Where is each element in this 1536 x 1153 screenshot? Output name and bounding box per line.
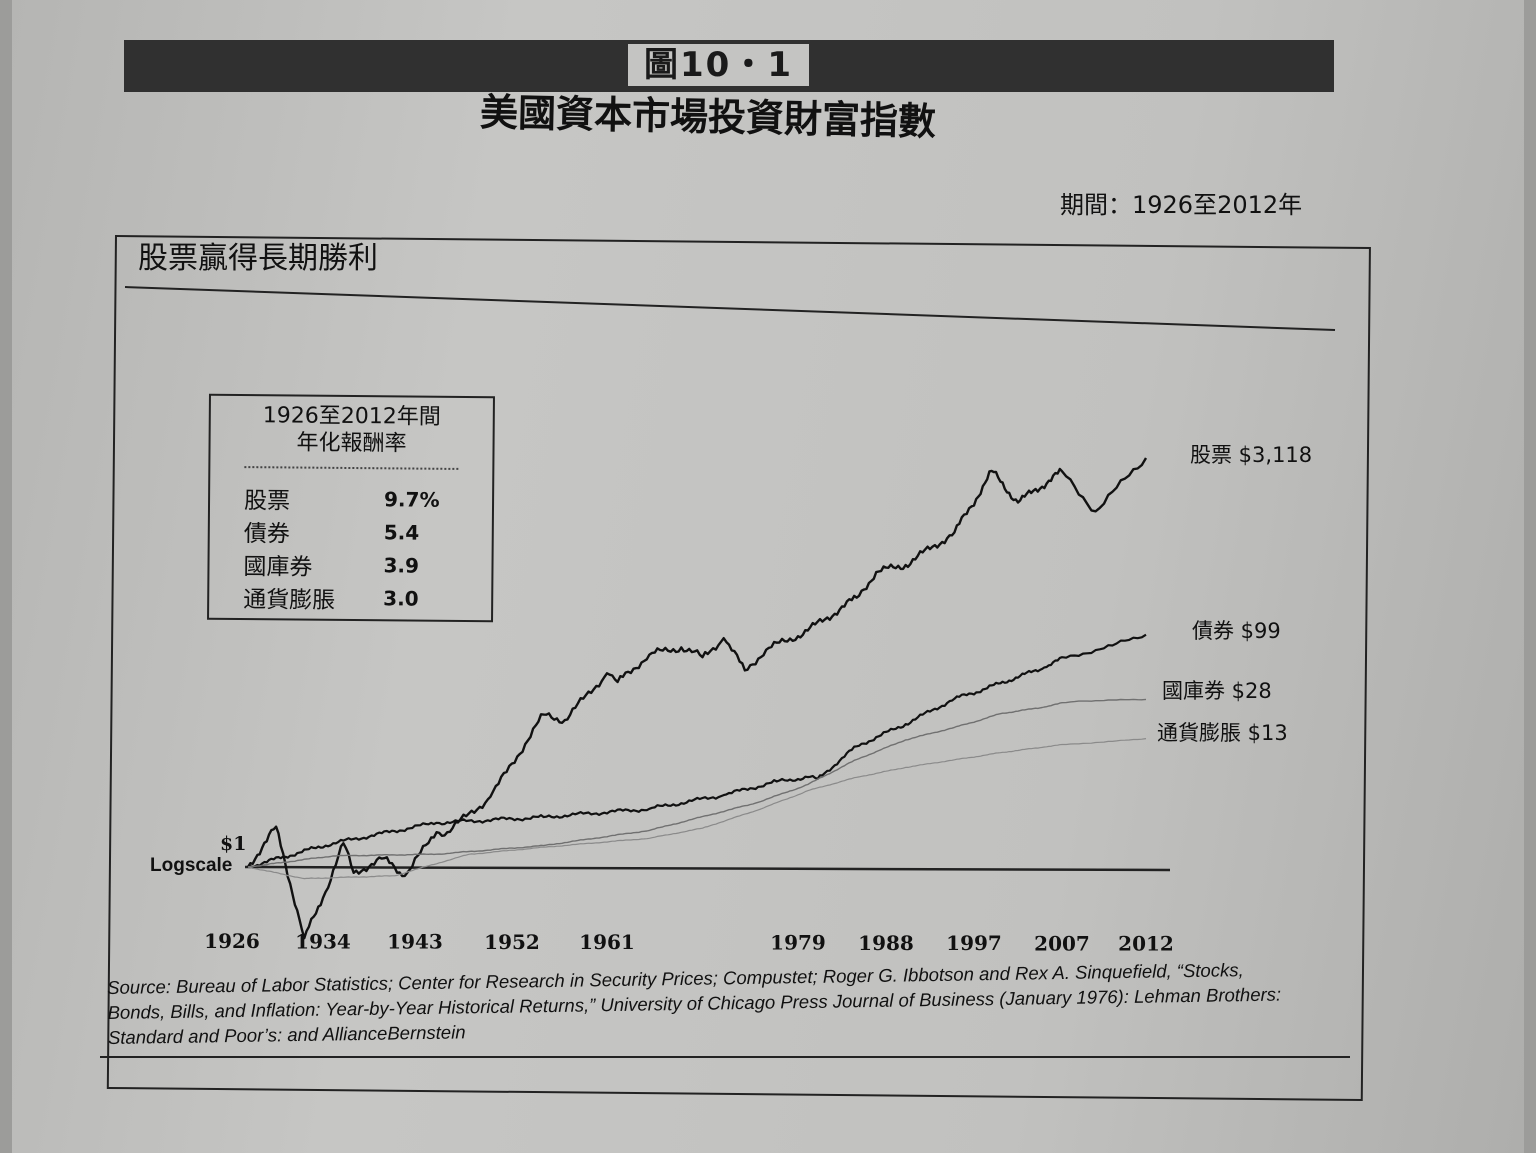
figure-number: 圖10・1 [628,44,809,86]
series-line-bonds [247,633,1147,869]
x-tick-label: 1997 [946,931,1002,955]
series-end-label: 股票 $3,118 [1190,443,1312,467]
book-page [12,0,1524,1153]
x-tick-label: 1934 [295,929,351,953]
series-end-label: 國庫券 $28 [1162,679,1272,703]
baseline [244,865,1171,872]
returns-row: 債券 5.4 [244,514,474,549]
returns-row: 股票 9.7% [244,481,474,516]
asset-return: 3.9 [383,552,420,578]
returns-row: 國庫券 3.9 [243,547,473,582]
chart-title: 股票贏得長期勝利 [138,241,378,276]
returns-row: 通貨膨脹 3.0 [243,580,473,615]
returns-box-heading: 1926至2012年間 年化報酬率 [210,402,492,458]
series-end-label: 債券 $99 [1192,619,1281,643]
x-tick-label: 1979 [770,931,826,955]
annualized-returns-box: 1926至2012年間 年化報酬率 股票 9.7% 債券 5.4 國庫券 3.9… [207,393,495,623]
chart-title-rule [124,286,1336,331]
asset-return: 9.7% [383,486,440,512]
x-tick-label: 1961 [579,930,635,954]
asset-name: 國庫券 [243,553,313,581]
series-line-inflation [247,738,1147,880]
asset-name: 股票 [243,487,291,514]
returns-box-heading-line2: 年化報酬率 [296,430,407,457]
x-tick-label: 2012 [1118,932,1174,956]
asset-name: 通貨膨脹 [243,586,336,614]
scale-label: Logscale [150,855,232,876]
asset-return: 5.4 [383,519,420,545]
x-tick-label: 1988 [858,931,914,955]
asset-return: 3.0 [383,585,419,611]
x-tick-label: 1952 [484,930,540,954]
series-line-bills [247,698,1147,868]
x-tick-label: 1943 [387,930,443,954]
baseline-label: $1 [220,833,246,855]
x-tick-label: 2007 [1034,931,1090,955]
returns-box-heading-line1: 1926至2012年間 [262,403,441,430]
returns-box-divider [244,466,459,470]
period-label: 期間：1926至2012年 [1060,191,1303,219]
bottom-rule [100,1056,1350,1058]
x-tick-label: 1926 [204,929,260,953]
series-line-stocks [246,457,1148,940]
asset-name: 債券 [243,520,290,547]
series-end-label: 通貨膨脹 $13 [1157,721,1288,745]
